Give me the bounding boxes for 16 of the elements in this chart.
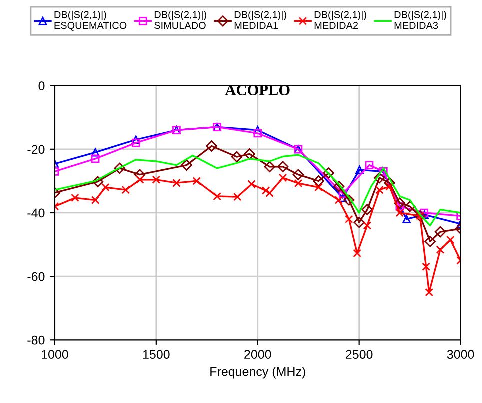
legend-label: DB(|S(2,1)|) SIMULADO (154, 11, 206, 30)
legend-label: DB(|S(2,1)|) MEDIDA1 (234, 11, 286, 30)
legend-label: DB(|S(2,1)|) MEDIDA2 (314, 11, 366, 30)
x-tick-label: 2000 (244, 350, 272, 360)
x-tick-label: 1500 (143, 350, 170, 360)
legend-label: DB(|S(2,1)|) MEDIDA3 (394, 11, 446, 30)
y-tick-label: -20 (28, 145, 45, 154)
y-tick-label: -60 (28, 272, 45, 282)
y-tick-label: -40 (28, 208, 45, 218)
x-tick-label: 1000 (42, 350, 68, 360)
y-tick-label: -80 (28, 336, 45, 345)
legend-label: DB(|S(2,1)|) ESQUEMATICO (54, 11, 127, 31)
y-tick-label: 0 (38, 82, 45, 90)
x-axis-title: Frequency (MHz) (210, 367, 306, 379)
x-tick-label: 2500 (346, 350, 373, 360)
x-tick-label: 3000 (447, 350, 474, 360)
